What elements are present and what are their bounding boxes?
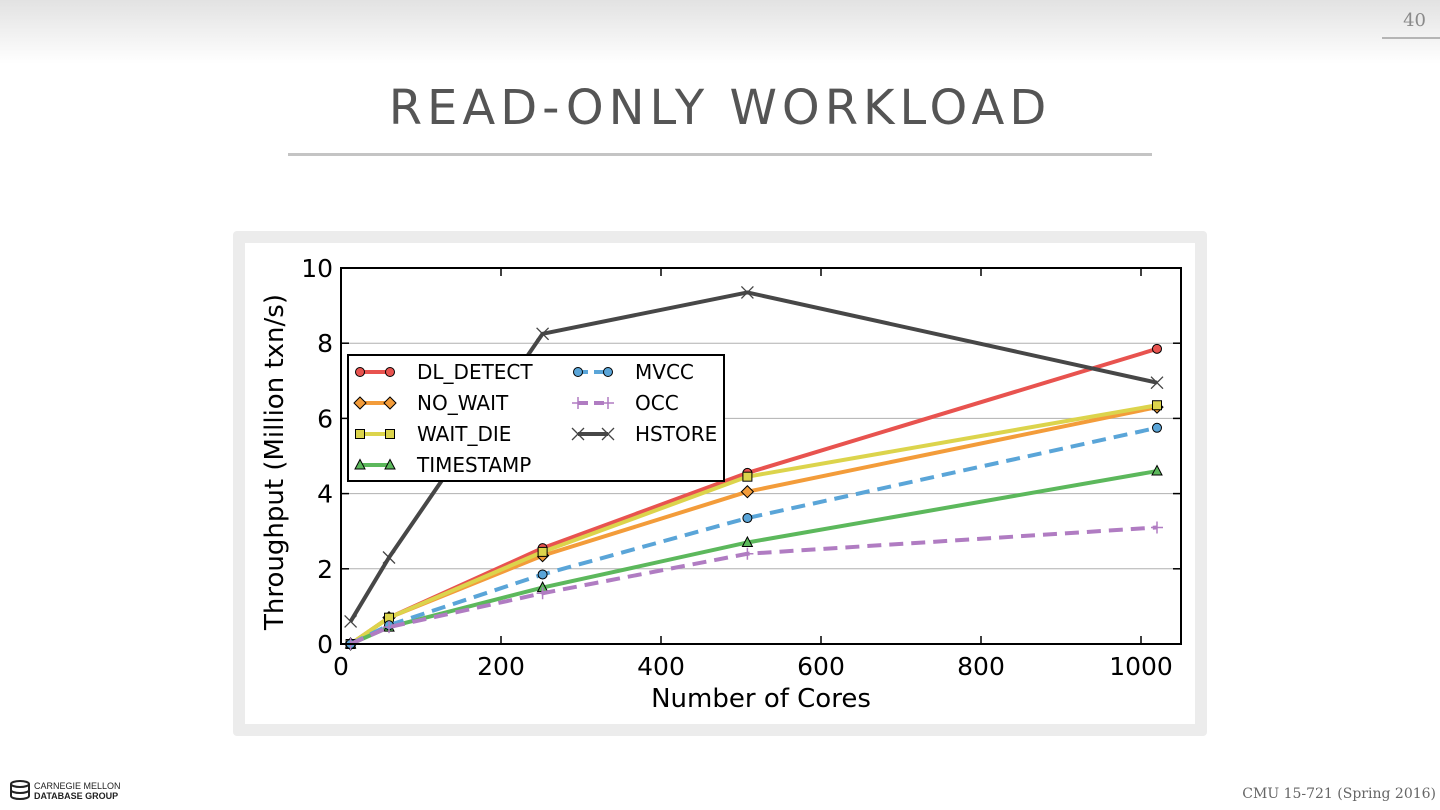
legend-marker-b-occ (602, 397, 614, 409)
header-band (0, 0, 1440, 64)
throughput-chart: 0 200 400 600 800 1000 0 2 4 6 8 10 Number of Cores… (260, 254, 1182, 714)
y-tick-label-1: 2 (317, 555, 333, 584)
legend-label-mvcc: MVCC (635, 360, 694, 384)
legend-label-dl_detect: DL_DETECT (417, 360, 533, 384)
point-no_wait-3 (740, 485, 755, 499)
point-occ-3 (741, 547, 754, 560)
series-hstore (344, 285, 1164, 628)
y-tick-label-2: 4 (317, 480, 333, 509)
y-tick-label-5: 10 (301, 254, 333, 283)
legend-marker-a-timestamp (354, 458, 366, 470)
point-dl_detect-4 (1152, 343, 1162, 354)
x-tick-label-5: 1000 (1109, 652, 1173, 681)
point-mvcc-3 (742, 513, 753, 524)
point-mvcc-2 (537, 569, 548, 580)
point-timestamp-4 (1151, 464, 1163, 476)
logo-line-2: DATABASE GROUP (34, 791, 119, 801)
legend-label-hstore: HSTORE (635, 422, 717, 446)
point-wait_die-4 (1152, 400, 1162, 411)
legend-label-occ: OCC (635, 391, 679, 415)
x-tick-label-2: 400 (637, 652, 685, 681)
legend-label-timestamp: TIMESTAMP (416, 453, 531, 477)
legend-marker-a-hstore (571, 427, 585, 441)
point-hstore-1 (382, 551, 396, 564)
point-mvcc-4 (1152, 422, 1162, 433)
point-hstore-3 (740, 285, 754, 299)
series-line-timestamp (349, 469, 1158, 646)
x-tick-label-0: 0 (333, 652, 349, 681)
legend-marker-b-dl_detect (385, 367, 395, 377)
carnegie-mellon-db-logo: CARNEGIE MELLON DATABASE GROUP (10, 780, 140, 804)
legend-label-no_wait: NO_WAIT (417, 391, 509, 415)
point-wait_die-2 (537, 546, 548, 557)
legend-item-occ: OCC (572, 391, 679, 415)
legend-marker-b-hstore (601, 427, 615, 441)
legend-item-no_wait: NO_WAIT (353, 391, 509, 415)
x-tick-label-3: 600 (797, 652, 845, 681)
legend-item-timestamp: TIMESTAMP (354, 453, 531, 477)
point-hstore-4 (1150, 376, 1164, 390)
legend-item-hstore: HSTORE (571, 422, 717, 446)
series-timestamp (344, 464, 1163, 649)
plot-border (340, 267, 1182, 645)
point-hstore-0 (344, 614, 358, 628)
point-occ-1 (383, 621, 395, 634)
legend-marker-a-occ (572, 397, 584, 409)
legend: DL_DETECT NO_WAIT WAIT_DIE TIMESTAMP MVCC OCC… (347, 354, 725, 482)
x-tick-label-1: 200 (477, 652, 525, 681)
legend-marker-a-no_wait (353, 396, 367, 410)
course-footer: CMU 15-721 (Spring 2016) (1242, 786, 1436, 802)
legend-item-wait_die: WAIT_DIE (355, 422, 511, 446)
legend-item-mvcc: MVCC (573, 360, 694, 384)
slide-title: READ-ONLY WORKLOAD (388, 80, 1052, 136)
chart-frame: 0 200 400 600 800 1000 0 2 4 6 8 10 Number of Cores… (233, 231, 1207, 736)
legend-marker-a-mvcc (573, 367, 583, 377)
y-axis-label: Throughput (Million txn/s) (260, 294, 290, 631)
legend-marker-b-no_wait (383, 396, 397, 410)
page-number-underline (1382, 37, 1440, 39)
point-occ-4 (1151, 521, 1163, 534)
y-tick-label-4: 8 (317, 329, 333, 358)
x-tick-label-4: 800 (957, 652, 1005, 681)
legend-item-dl_detect: DL_DETECT (355, 360, 533, 384)
page-number: 40 (1403, 10, 1426, 31)
database-icon (10, 780, 30, 800)
point-timestamp-3 (741, 535, 754, 547)
logo-line-1: CARNEGIE MELLON (34, 781, 121, 791)
series-layer (343, 285, 1164, 651)
legend-marker-a-wait_die (355, 429, 365, 439)
title-divider (288, 153, 1152, 156)
y-tick-label-0: 0 (317, 630, 333, 659)
legend-marker-b-wait_die (385, 429, 395, 439)
axis-ticks: 0 200 400 600 800 1000 0 2 4 6 8 10 (301, 254, 1181, 681)
y-tick-label-3: 6 (317, 404, 333, 433)
point-hstore-2 (536, 327, 550, 341)
point-occ-2 (536, 587, 549, 600)
legend-marker-b-timestamp (384, 458, 396, 470)
x-axis-label: Number of Cores (651, 684, 871, 714)
legend-label-wait_die: WAIT_DIE (417, 422, 511, 446)
point-wait_die-3 (742, 471, 753, 482)
legend-marker-a-dl_detect (355, 367, 365, 377)
legend-box (347, 354, 725, 482)
legend-marker-b-mvcc (603, 367, 613, 377)
chart-panel: 0 200 400 600 800 1000 0 2 4 6 8 10 Number of Cores… (245, 243, 1195, 724)
